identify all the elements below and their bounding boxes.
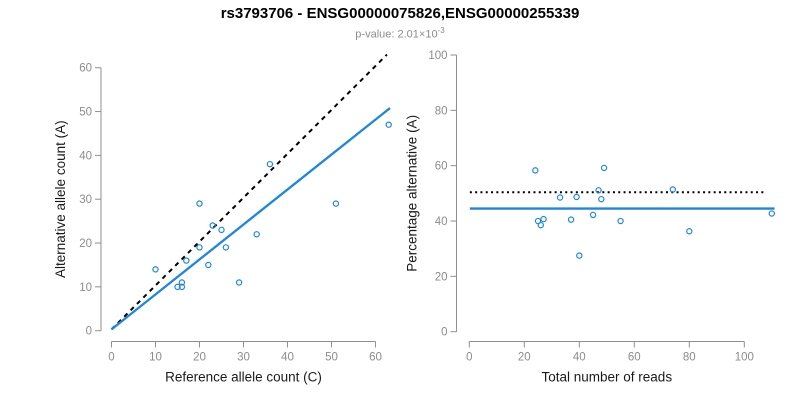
x-tick-label: 60 <box>628 352 641 364</box>
data-point <box>209 222 216 229</box>
x-tick-label: 20 <box>193 352 206 364</box>
y-tick-label: 60 <box>435 161 448 173</box>
y-tick-label: 20 <box>79 238 92 250</box>
y-tick-label: 100 <box>428 50 447 62</box>
data-point <box>556 194 564 201</box>
data-point <box>152 266 159 273</box>
y-axis-title: Percentage alternative (A) <box>405 115 420 272</box>
data-point <box>567 216 575 223</box>
y-tick-label: 30 <box>79 194 92 206</box>
x-tick-label: 40 <box>573 352 586 364</box>
x-axis-title: Reference allele count (C) <box>165 370 322 385</box>
data-point <box>266 160 274 168</box>
x-tick-label: 60 <box>369 352 382 364</box>
x-tick-label: 0 <box>466 352 472 364</box>
y-axis-title: Alternative allele count (A) <box>53 120 68 278</box>
y-tick-label: 60 <box>79 63 92 75</box>
data-point <box>253 231 260 238</box>
data-point <box>332 200 340 207</box>
x-tick-label: 10 <box>149 352 162 364</box>
data-point <box>205 261 212 269</box>
data-point <box>196 200 203 207</box>
data-point <box>573 193 580 201</box>
fitted-line <box>110 107 391 331</box>
x-tick-label: 40 <box>281 352 294 364</box>
data-points <box>152 121 392 291</box>
data-point <box>589 211 597 219</box>
data-point <box>669 186 677 193</box>
data-point <box>537 221 545 229</box>
panel-percentage-vs-reads: 0 20 40 60 80 100 0 20 40 60 80 100 Total number of … <box>405 50 776 385</box>
data-point <box>222 244 230 251</box>
y-axis: 0 20 40 60 80 100 <box>428 50 457 339</box>
x-tick-label: 50 <box>325 352 338 364</box>
x-tick-label: 0 <box>108 352 114 364</box>
data-point <box>686 228 693 235</box>
data-point <box>576 252 583 259</box>
x-axis-title: Total number of reads <box>542 370 673 385</box>
data-point <box>218 226 225 234</box>
panel-allele-counts: 0 10 20 30 40 50 60 0 10 20 30 40 50 60 Reference alle… <box>53 53 392 385</box>
pvalue-text: p-value: 2.01×10 <box>355 28 438 41</box>
data-point <box>385 121 392 128</box>
x-tick-label: 100 <box>735 352 754 364</box>
data-point <box>540 215 547 223</box>
data-point <box>235 279 243 286</box>
y-axis: 0 10 20 30 40 50 60 <box>79 63 102 338</box>
data-point <box>178 283 186 291</box>
data-point <box>183 257 190 264</box>
data-point <box>196 244 203 251</box>
y-tick-label: 0 <box>86 326 92 338</box>
data-point <box>595 187 602 194</box>
plot-title: rs3793706 - ENSG00000075826,ENSG00000255… <box>220 5 580 22</box>
data-point <box>532 167 539 174</box>
data-points <box>532 164 776 259</box>
y-tick-label: 40 <box>79 150 92 162</box>
y-tick-label: 80 <box>435 105 448 117</box>
x-axis: 0 10 20 30 40 50 60 <box>108 341 382 364</box>
y-tick-label: 10 <box>79 282 92 294</box>
x-tick-label: 20 <box>518 352 531 364</box>
x-axis: 0 20 40 60 80 100 <box>466 341 754 364</box>
data-point <box>598 195 605 203</box>
data-point <box>178 279 186 286</box>
data-point <box>600 164 608 172</box>
y-tick-label: 40 <box>435 216 448 228</box>
expected-identity-line <box>110 53 388 331</box>
y-tick-label: 0 <box>441 327 447 339</box>
pvalue-exponent: -3 <box>437 26 445 35</box>
plot-subtitle: p-value: 2.01×10-3 <box>0 26 800 41</box>
data-point <box>768 210 776 217</box>
data-point <box>174 283 181 291</box>
x-tick-label: 30 <box>237 352 250 364</box>
x-tick-label: 80 <box>683 352 696 364</box>
y-tick-label: 20 <box>435 271 448 283</box>
y-tick-label: 50 <box>79 107 92 119</box>
data-point <box>617 217 624 225</box>
